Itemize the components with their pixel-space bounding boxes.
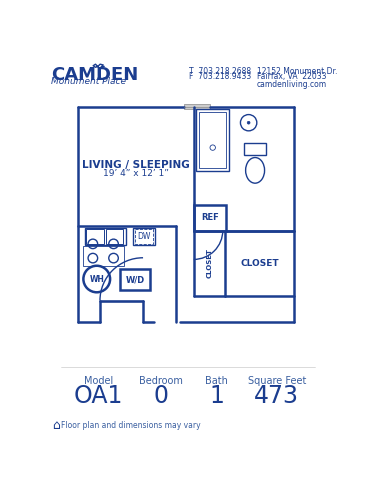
Text: DW: DW bbox=[138, 232, 151, 241]
Text: T  703.218.2688: T 703.218.2688 bbox=[189, 67, 251, 75]
Text: WH: WH bbox=[89, 274, 104, 284]
Text: CAMDEN: CAMDEN bbox=[51, 67, 139, 84]
Text: Bath: Bath bbox=[205, 376, 228, 386]
Bar bbox=[199, 112, 226, 168]
Text: ⌂: ⌂ bbox=[52, 419, 60, 432]
Text: LIVING / SLEEPING: LIVING / SLEEPING bbox=[82, 160, 190, 170]
Bar bbox=[120, 270, 149, 290]
Circle shape bbox=[247, 122, 250, 124]
Text: Monument Place: Monument Place bbox=[51, 77, 126, 86]
Text: F  703.218.9433: F 703.218.9433 bbox=[189, 72, 251, 81]
Bar bbox=[135, 229, 153, 244]
Text: Square Feet: Square Feet bbox=[248, 376, 306, 386]
Text: OA1: OA1 bbox=[74, 384, 123, 408]
Text: Bedroom: Bedroom bbox=[139, 376, 182, 386]
Text: 12152 Monument Dr.: 12152 Monument Dr. bbox=[257, 67, 337, 75]
Text: 1: 1 bbox=[209, 384, 224, 408]
Text: CLOSET: CLOSET bbox=[206, 248, 212, 278]
Text: Model: Model bbox=[84, 376, 113, 386]
Bar bbox=[106, 229, 123, 244]
Bar bbox=[184, 104, 210, 109]
Text: 473: 473 bbox=[254, 384, 299, 408]
Text: REF: REF bbox=[201, 213, 219, 222]
Bar bbox=[196, 109, 229, 172]
Text: 19’ 4” x 12’ 1”: 19’ 4” x 12’ 1” bbox=[103, 170, 169, 178]
Text: Fairfax, VA  22033: Fairfax, VA 22033 bbox=[257, 72, 326, 81]
Text: CLOSET: CLOSET bbox=[240, 259, 279, 268]
Bar bbox=[83, 246, 124, 266]
Text: W/D: W/D bbox=[126, 275, 145, 284]
Bar bbox=[244, 143, 266, 155]
Bar bbox=[133, 228, 155, 245]
Text: camdenliving.com: camdenliving.com bbox=[257, 79, 327, 89]
Text: 0: 0 bbox=[153, 384, 168, 408]
Bar bbox=[86, 229, 103, 244]
Bar bbox=[194, 205, 226, 230]
Bar bbox=[85, 228, 126, 245]
Text: Floor plan and dimensions may vary: Floor plan and dimensions may vary bbox=[61, 421, 201, 430]
